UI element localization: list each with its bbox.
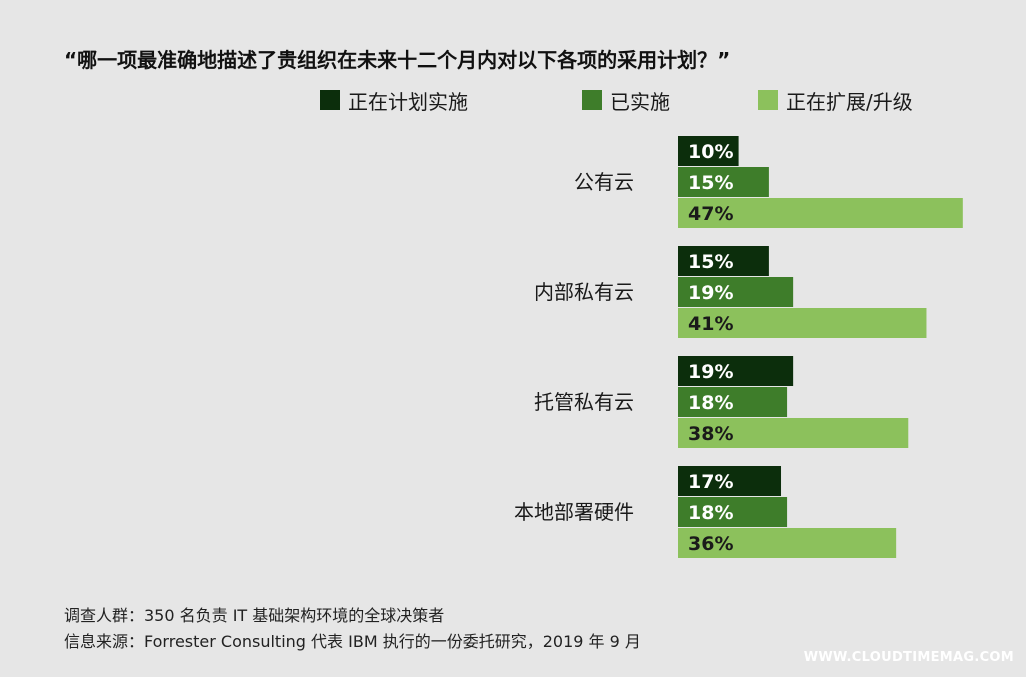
bar-chart: 公有云 10% 15% 47% 内部私有云 15% 19% 41% 托管私有云 19% 18% 38%… bbox=[514, 136, 963, 558]
legend-label-expanding: 正在扩展/升级 bbox=[786, 89, 913, 114]
legend-swatch-planning bbox=[320, 90, 340, 110]
bar bbox=[678, 528, 897, 558]
legend-swatch-expanding bbox=[758, 90, 778, 110]
data-label: 18% bbox=[688, 502, 733, 524]
bar bbox=[678, 198, 963, 228]
legend-label-implemented: 已实施 bbox=[610, 89, 670, 114]
bar bbox=[678, 167, 769, 197]
data-label: 19% bbox=[688, 282, 733, 304]
watermark: WWW.CLOUDTIMEMAG.COM bbox=[803, 650, 1014, 665]
data-label: 18% bbox=[688, 392, 733, 414]
bar bbox=[678, 466, 782, 496]
source-note: 信息来源：Forrester Consulting 代表 IBM 执行的一份委托… bbox=[64, 632, 641, 651]
bar bbox=[678, 387, 788, 417]
legend-item-expanding: 正在扩展/升级 bbox=[758, 88, 913, 114]
bar bbox=[678, 136, 739, 166]
legend-item-implemented: 已实施 bbox=[582, 88, 670, 114]
legend-label-planning: 正在计划实施 bbox=[348, 89, 468, 114]
category-label: 内部私有云 bbox=[534, 280, 634, 304]
bar bbox=[678, 497, 788, 527]
legend-item-planning: 正在计划实施 bbox=[320, 88, 468, 114]
chart-title: “哪一项最准确地描述了贵组织在未来十二个月内对以下各项的采用计划？” bbox=[64, 48, 731, 72]
bar bbox=[678, 277, 794, 307]
legend-swatch-implemented bbox=[582, 90, 602, 110]
data-label: 19% bbox=[688, 361, 733, 383]
bar bbox=[678, 308, 927, 338]
survey-note: 调查人群：350 名负责 IT 基础架构环境的全球决策者 bbox=[64, 606, 445, 625]
data-label: 17% bbox=[688, 471, 733, 493]
data-label: 15% bbox=[688, 251, 733, 273]
category-label: 本地部署硬件 bbox=[514, 500, 634, 524]
data-label: 15% bbox=[688, 172, 733, 194]
data-label: 47% bbox=[688, 203, 733, 225]
data-label: 41% bbox=[688, 313, 733, 335]
bar bbox=[678, 356, 794, 386]
bar bbox=[678, 418, 909, 448]
category-label: 公有云 bbox=[574, 170, 634, 194]
data-label: 36% bbox=[688, 533, 733, 555]
data-label: 10% bbox=[688, 141, 733, 163]
data-label: 38% bbox=[688, 423, 733, 445]
bar bbox=[678, 246, 769, 276]
category-label: 托管私有云 bbox=[534, 390, 634, 414]
